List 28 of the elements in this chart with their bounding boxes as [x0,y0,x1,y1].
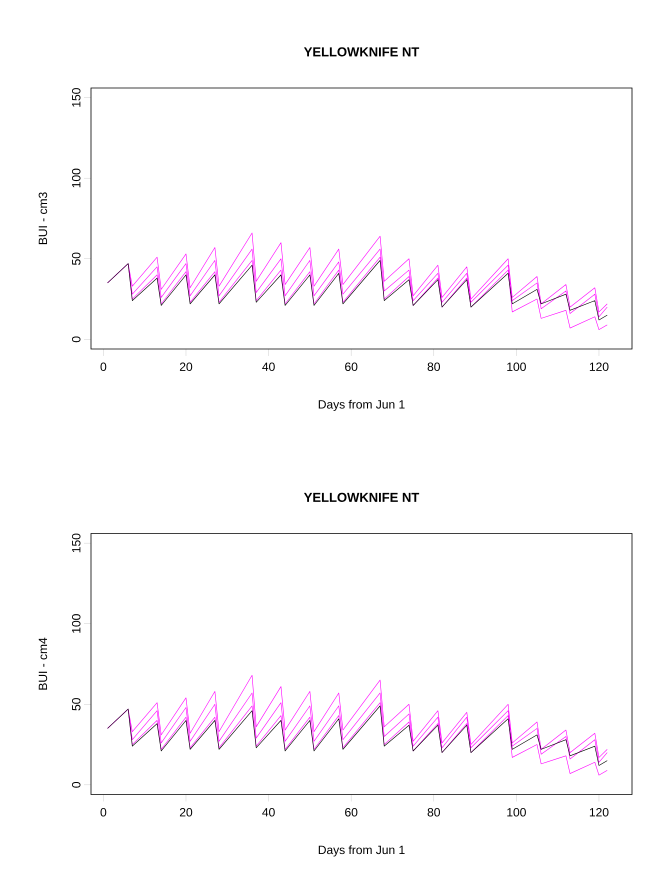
x-tick-label: 40 [262,808,275,817]
y-tick-label: 150 [72,88,80,107]
x-tick-label: 60 [345,808,358,817]
y-tick-label: 150 [72,534,80,552]
x-tick-label: 60 [345,362,358,372]
chart-title: YELLOWKNIFE NT [304,47,420,56]
y-tick-label: 50 [72,252,80,265]
x-tick-label: 100 [507,362,526,372]
x-axis-title: Days from Jun 1 [318,845,405,857]
x-tick-label: 80 [428,362,440,372]
chart-title: YELLOWKNIFE NT [304,492,420,502]
x-tick-label: 40 [262,362,275,372]
x-axis-title: Days from Jun 1 [318,400,405,412]
x-tick-label: 100 [507,808,526,817]
y-tick-label: 0 [72,782,80,788]
x-tick-label: 120 [590,808,608,817]
x-tick-label: 0 [100,362,106,372]
x-tick-label: 20 [180,808,192,817]
x-tick-label: 80 [428,808,440,817]
y-tick-label: 100 [72,614,80,633]
x-tick-label: 0 [100,808,106,817]
y-tick-label: 100 [72,168,80,188]
y-axis-title: BUI - cm4 [38,638,48,690]
x-tick-label: 20 [180,362,192,372]
y-tick-label: 0 [72,336,80,342]
x-tick-label: 120 [590,362,608,372]
y-axis-title: BUI - cm3 [38,192,48,244]
y-tick-label: 50 [72,698,80,710]
